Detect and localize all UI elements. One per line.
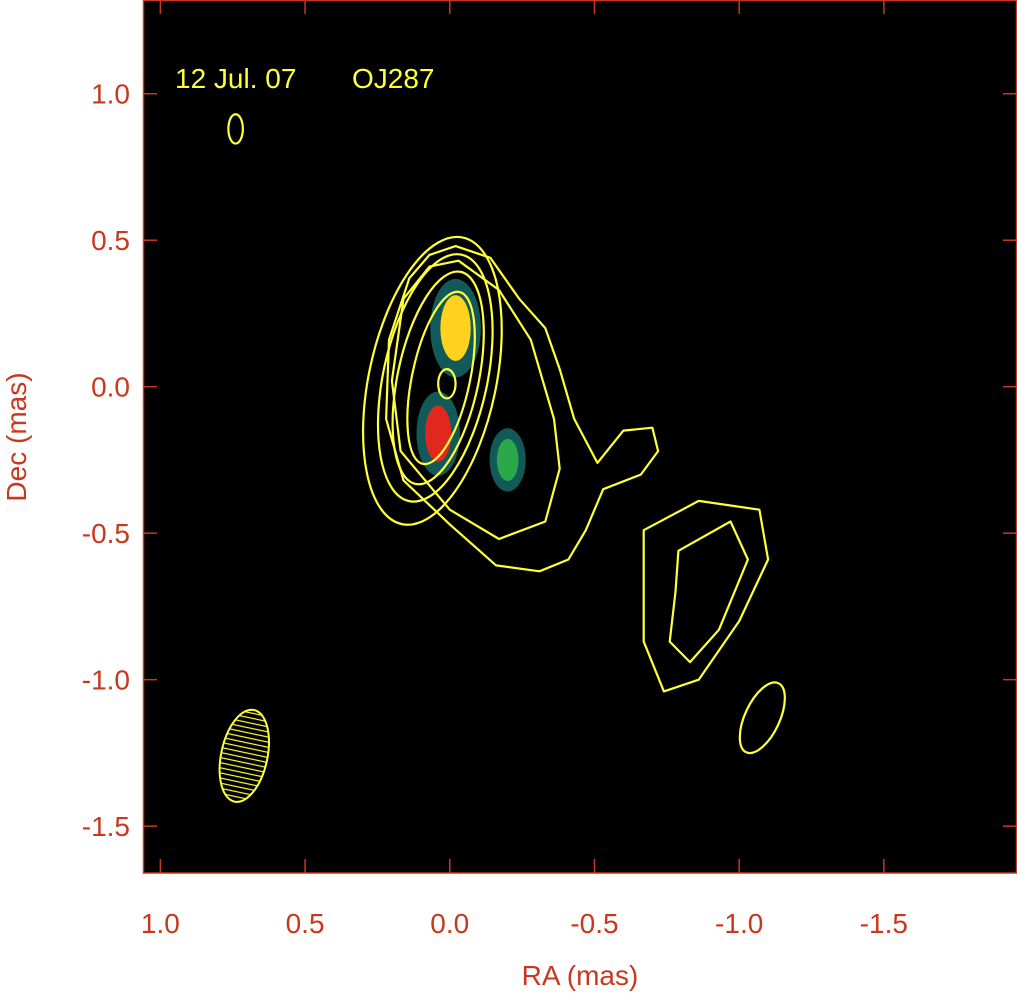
x-tick-label: -0.5 [570,908,618,939]
contour [227,113,244,145]
contour [738,681,786,755]
epoch-label: 12 Jul. 07 [175,63,296,94]
contour [391,270,485,486]
y-tick-label: 1.0 [91,79,130,110]
contour [385,245,660,573]
x-tick-label: 0.5 [286,908,325,939]
contour [406,290,476,466]
contour [361,235,503,526]
x-tick-label: 1.0 [141,908,180,939]
contour [376,253,494,503]
y-tick-label: -0.5 [82,518,130,549]
y-tick-label: 0.0 [91,372,130,403]
contour [390,259,561,541]
plot-area [143,0,1017,873]
contour [642,499,770,693]
x-tick-label: -1.5 [860,908,908,939]
y-axis-label: Dec (mas) [1,372,32,501]
y-tick-label: 0.5 [91,225,130,256]
beam [218,708,270,803]
component-core [440,295,471,361]
plot-content [218,113,786,803]
component-core [425,405,452,462]
y-tick-label: -1.0 [82,665,130,696]
x-axis-label: RA (mas) [522,960,639,991]
source-label: OJ287 [352,63,435,94]
y-tick-label: -1.5 [82,811,130,842]
x-tick-label: 0.0 [430,908,469,939]
contour [668,520,749,664]
component-core [496,438,519,482]
contour [437,368,457,400]
x-tick-label: -1.0 [715,908,763,939]
